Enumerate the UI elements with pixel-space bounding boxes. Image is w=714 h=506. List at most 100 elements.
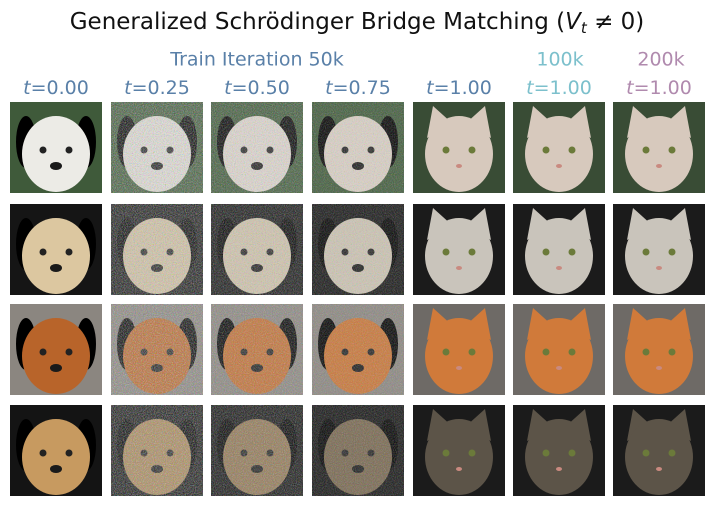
eye — [642, 449, 650, 457]
group-label: 200k — [637, 49, 684, 71]
face — [625, 116, 693, 192]
eye — [668, 348, 676, 356]
eye — [642, 146, 650, 154]
thumbnail — [10, 405, 102, 496]
column-value: =0.50 — [232, 77, 290, 99]
eye — [668, 248, 676, 256]
nose — [556, 366, 562, 370]
face — [625, 419, 693, 495]
thumbnail — [312, 405, 404, 496]
thumbnail — [513, 102, 605, 193]
face — [22, 218, 90, 294]
face — [625, 318, 693, 394]
column-value: =0.25 — [132, 77, 190, 99]
thumbnail — [513, 304, 605, 395]
face — [625, 218, 693, 294]
eye — [39, 248, 47, 256]
title-sub: t — [581, 19, 588, 37]
column-var: t — [23, 77, 32, 99]
noise — [312, 405, 404, 496]
face — [525, 116, 593, 192]
thumbnail — [211, 102, 303, 193]
column-label: t=0.25 — [124, 77, 190, 99]
eye — [568, 146, 576, 154]
eye — [442, 449, 450, 457]
column-label: t=1.00 — [426, 77, 492, 99]
eye — [468, 146, 476, 154]
column-label: t=0.75 — [325, 77, 391, 99]
eye — [442, 248, 450, 256]
eye — [468, 449, 476, 457]
eye — [442, 348, 450, 356]
eye — [65, 449, 73, 457]
eye — [642, 348, 650, 356]
eye — [442, 146, 450, 154]
eye — [542, 248, 550, 256]
column-value: =0.75 — [333, 77, 391, 99]
thumbnail — [10, 304, 102, 395]
thumbnail — [10, 204, 102, 295]
thumbnail — [312, 102, 404, 193]
noise — [211, 304, 303, 395]
column-label: t=0.00 — [23, 77, 89, 99]
thumbnail — [111, 405, 203, 496]
eye — [39, 146, 47, 154]
thumbnail — [413, 405, 505, 496]
thumbnail — [613, 102, 705, 193]
eye — [542, 348, 550, 356]
nose — [456, 467, 462, 471]
nose — [50, 162, 62, 170]
column-var: t — [526, 77, 535, 99]
noise — [211, 204, 303, 295]
column-label: t=0.50 — [224, 77, 290, 99]
nose — [456, 266, 462, 270]
face — [425, 318, 493, 394]
thumbnail — [413, 102, 505, 193]
thumbnail — [312, 304, 404, 395]
face — [525, 318, 593, 394]
nose — [656, 164, 662, 168]
column-value: =0.00 — [31, 77, 89, 99]
thumbnail — [513, 204, 605, 295]
eye — [468, 348, 476, 356]
noise — [312, 304, 404, 395]
nose — [50, 364, 62, 372]
column-value: =1.00 — [634, 77, 692, 99]
eye — [65, 146, 73, 154]
noise — [111, 405, 203, 496]
column-label: t=1.00 — [526, 77, 592, 99]
face — [525, 419, 593, 495]
nose — [556, 164, 562, 168]
title: Generalized Schrödinger Bridge Matching … — [70, 9, 645, 37]
column-var: t — [426, 77, 435, 99]
eye — [65, 248, 73, 256]
noise — [312, 102, 404, 193]
thumbnail — [613, 304, 705, 395]
eye — [542, 146, 550, 154]
eye — [568, 248, 576, 256]
eye — [468, 248, 476, 256]
column-var: t — [325, 77, 334, 99]
thumbnail — [111, 102, 203, 193]
nose — [556, 266, 562, 270]
eye — [39, 348, 47, 356]
nose — [50, 465, 62, 473]
face — [425, 419, 493, 495]
thumbnail — [513, 405, 605, 496]
nose — [656, 467, 662, 471]
noise — [111, 204, 203, 295]
column-var: t — [124, 77, 133, 99]
column-value: =1.00 — [534, 77, 592, 99]
eye — [568, 449, 576, 457]
nose — [656, 366, 662, 370]
noise — [211, 405, 303, 496]
column-var: t — [626, 77, 635, 99]
thumbnail — [413, 204, 505, 295]
eye — [542, 449, 550, 457]
thumbnail — [211, 405, 303, 496]
title-prefix: Generalized Schrödinger Bridge Matching … — [70, 9, 565, 35]
face — [22, 318, 90, 394]
thumbnail — [413, 304, 505, 395]
nose — [556, 467, 562, 471]
group-label: 100k — [536, 49, 583, 71]
